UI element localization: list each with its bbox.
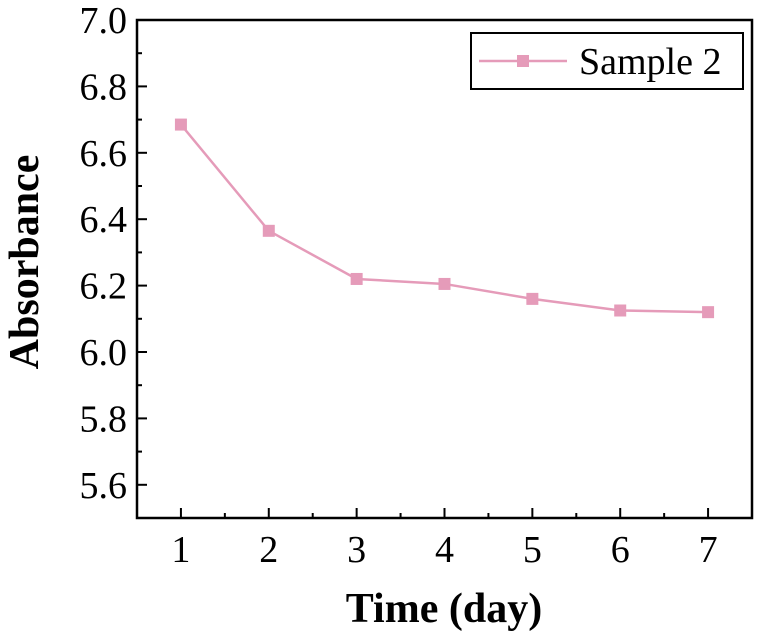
- data-point: [702, 306, 715, 319]
- x-axis-title: Time (day): [346, 586, 542, 632]
- y-tick-label: 6.2: [80, 266, 128, 308]
- ticks: 1 2 3 4 5 6 7 5.6 5.8 6.0 6.2 6.4 6.6 6.8 7.0: [80, 0, 718, 571]
- x-tick-label: 2: [259, 529, 278, 571]
- y-tick-label: 6.4: [80, 199, 128, 241]
- data-series: [174, 118, 715, 319]
- data-point: [614, 304, 627, 317]
- y-tick-label: 6.6: [80, 133, 128, 175]
- plot-frame: [135, 18, 754, 520]
- y-tick-label: 5.6: [80, 465, 128, 507]
- x-tick-label: 1: [171, 529, 190, 571]
- data-point: [526, 292, 539, 305]
- data-point: [174, 118, 187, 131]
- x-tick-label: 3: [347, 529, 366, 571]
- y-tick-label: 6.8: [80, 66, 128, 108]
- y-tick-label: 6.0: [80, 332, 128, 374]
- x-tick-label: 6: [611, 529, 630, 571]
- legend: Sample 2: [470, 32, 744, 90]
- x-tick-label: 5: [523, 529, 542, 571]
- y-tick-label: 7.0: [80, 0, 128, 42]
- axes: [135, 18, 754, 520]
- legend-label: Sample 2: [579, 41, 721, 83]
- data-point: [438, 277, 451, 290]
- data-point: [262, 224, 275, 237]
- data-point: [350, 272, 363, 285]
- x-tick-label: 4: [435, 529, 454, 571]
- y-tick-label: 5.8: [80, 398, 128, 440]
- x-tick-label: 7: [699, 529, 718, 571]
- legend-marker: [517, 55, 529, 67]
- y-axis-title: Absorbance: [2, 155, 48, 370]
